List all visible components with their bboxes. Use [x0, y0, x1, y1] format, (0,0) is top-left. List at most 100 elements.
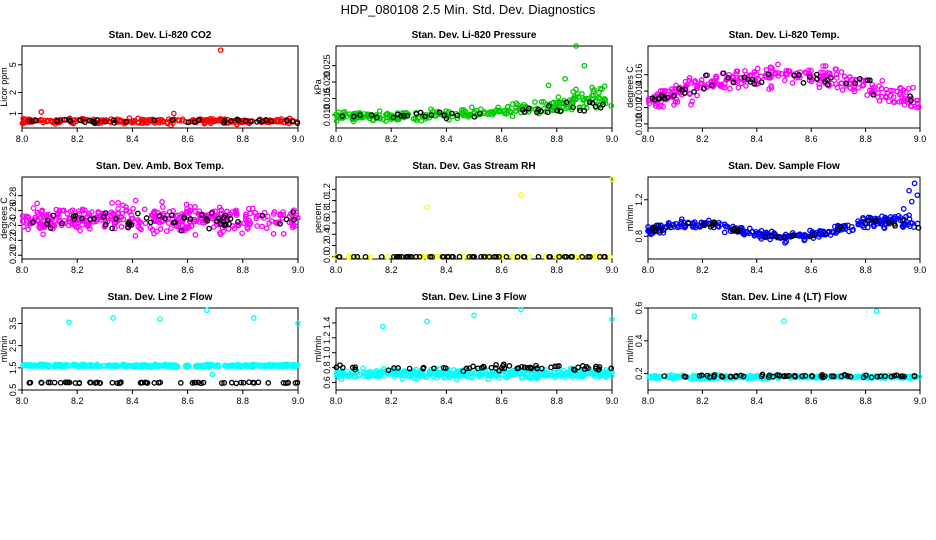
reference-point — [185, 119, 192, 126]
data-point — [510, 253, 516, 260]
reference-point — [72, 380, 79, 386]
data-point — [376, 108, 383, 115]
y-tick-label: 0.22 — [8, 232, 18, 250]
reference-point — [847, 373, 854, 380]
data-point — [132, 232, 139, 239]
data-point — [192, 232, 199, 238]
reference-point — [868, 374, 875, 381]
data-point — [580, 96, 587, 103]
outlier-point — [911, 180, 918, 187]
reference-point — [725, 74, 732, 81]
data-point — [149, 227, 156, 233]
y-tick-label: 0.6 — [322, 376, 332, 389]
reference-point — [597, 104, 604, 111]
reference-point — [525, 105, 532, 112]
data-point — [138, 226, 144, 233]
data-point — [428, 106, 434, 113]
data-point — [694, 92, 700, 99]
data-point — [686, 75, 693, 81]
plot-frame — [647, 307, 921, 391]
panel-9: Stan. Dev. Line 4 (LT) Flow ml/min 8.0 8.2 8… — [625, 292, 926, 406]
data-point — [109, 216, 116, 222]
data-point — [743, 83, 749, 89]
reference-point — [521, 109, 528, 115]
x-tick-label: 8.6 — [181, 396, 194, 406]
data-point — [910, 84, 916, 91]
data-point — [531, 373, 538, 380]
reference-point — [77, 117, 84, 124]
panel-title: Stan. Dev. Li-820 Temp. — [729, 30, 840, 41]
y-axis-label: percent — [313, 202, 323, 233]
data-point — [502, 373, 509, 380]
data-point — [360, 365, 366, 372]
x-tick-label: 8.4 — [440, 265, 453, 275]
data-point — [366, 373, 373, 380]
reference-point — [91, 215, 97, 222]
panel-7: Stan. Dev. Line 2 Flow ml/min 8.0 8.2 8.4 8.6… — [0, 292, 304, 406]
reference-point — [561, 253, 568, 260]
reference-point — [601, 253, 608, 260]
reference-point — [26, 118, 33, 125]
data-point — [903, 89, 909, 95]
reference-point — [448, 110, 455, 117]
reference-point — [587, 253, 593, 260]
reference-point — [870, 91, 877, 98]
data-point — [373, 373, 379, 379]
data-point — [192, 203, 198, 210]
data-point — [142, 118, 148, 125]
data-point — [573, 86, 579, 93]
plot-frame — [647, 45, 921, 129]
reference-point — [221, 120, 228, 126]
y-tick-label: 1 — [8, 111, 18, 116]
data-point — [594, 253, 600, 260]
reference-point — [741, 74, 748, 81]
x-tick-label: 8.2 — [696, 265, 709, 275]
y-axis-label: ml/min — [0, 336, 9, 363]
data-point — [62, 362, 68, 369]
data-point — [688, 101, 694, 108]
data-point — [383, 111, 390, 118]
data-point — [906, 212, 912, 219]
data-point — [751, 69, 758, 76]
reference-point — [856, 75, 863, 82]
reference-point — [812, 231, 818, 237]
data-point — [270, 211, 277, 217]
reference-point — [837, 224, 844, 230]
data-point — [280, 212, 287, 218]
data-point — [579, 90, 585, 97]
reference-point — [873, 217, 879, 223]
data-point — [381, 372, 388, 379]
y-tick-label: 1.2 — [634, 194, 644, 207]
reference-point — [147, 219, 154, 226]
reference-point — [292, 380, 299, 386]
x-tick-label: 8.8 — [237, 134, 250, 144]
data-point — [196, 208, 203, 214]
plot-frame — [21, 307, 299, 391]
reference-point — [466, 365, 473, 372]
data-point — [133, 362, 140, 368]
reference-point — [71, 216, 78, 222]
data-point — [581, 371, 588, 378]
reference-point — [518, 363, 525, 370]
data-point — [758, 227, 765, 234]
reference-point — [246, 379, 252, 386]
reference-point — [169, 117, 176, 123]
reference-point — [546, 103, 552, 109]
reference-point — [277, 220, 283, 227]
y-axis-label: ml/min — [625, 205, 635, 232]
data-point — [184, 224, 190, 230]
reference-point — [57, 379, 64, 386]
reference-point — [813, 71, 820, 78]
data-point — [236, 362, 242, 368]
data-point — [280, 230, 287, 237]
data-point — [41, 214, 47, 221]
data-point — [168, 225, 174, 231]
outlier-point — [906, 187, 912, 194]
y-axis-label: Licor ppm — [0, 67, 9, 107]
reference-point — [109, 379, 116, 386]
y-tick-label: 0.020 — [322, 71, 332, 94]
data-point — [404, 371, 410, 377]
reference-point — [228, 118, 234, 124]
reference-point — [189, 380, 196, 386]
data-point — [363, 373, 370, 379]
